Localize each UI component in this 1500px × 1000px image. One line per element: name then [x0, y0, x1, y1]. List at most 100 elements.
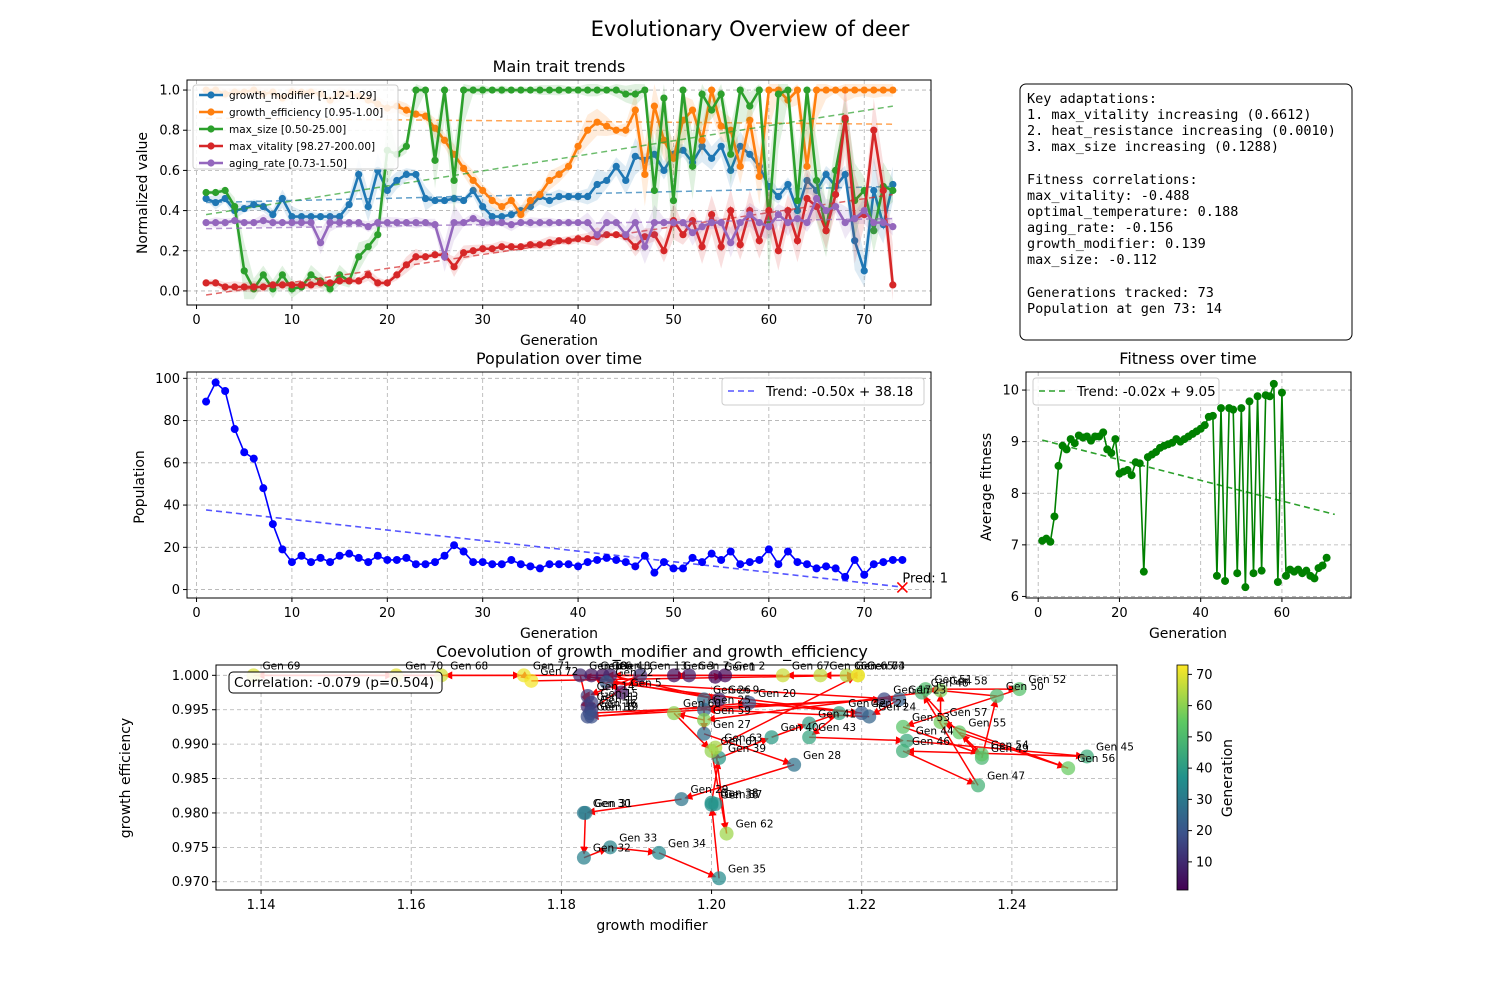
trait-point	[421, 194, 430, 203]
coevolution-point	[764, 730, 779, 745]
trait-xtick-label: 40	[570, 313, 587, 328]
fitness-point	[1233, 569, 1242, 578]
trait-point	[231, 202, 239, 211]
trait-point	[450, 194, 458, 203]
trait-point	[793, 196, 802, 205]
coevolution-point-label: Gen 17	[893, 684, 931, 696]
coevolution-point-label: Gen 50	[1006, 681, 1044, 693]
trait-ytick-label: 0.2	[159, 244, 180, 259]
population-point	[764, 545, 773, 554]
population-point	[564, 560, 573, 569]
trait-trend-line-0	[206, 185, 893, 204]
coevolution-point-label: Gen 67	[792, 660, 830, 672]
trait-point	[889, 223, 897, 231]
trait-point	[240, 283, 248, 291]
info-line: growth_modifier: 0.139	[1027, 236, 1206, 252]
fitness-point	[1245, 397, 1254, 406]
trait-point	[336, 219, 344, 227]
coevolution-arrow	[590, 698, 885, 720]
coev-ytick-label: 1.000	[172, 669, 209, 684]
coevolution-point	[578, 805, 593, 820]
trait-point	[374, 231, 382, 239]
colorbar-gradient	[1176, 664, 1189, 891]
coevolution-point	[667, 668, 682, 683]
trait-point	[574, 192, 582, 201]
trait-point	[650, 186, 658, 195]
info-line: max_size: -0.112	[1027, 252, 1157, 268]
trait-point	[498, 86, 506, 94]
trait-legend-marker	[207, 91, 215, 99]
info-line: 3. max_size increasing (0.1288)	[1027, 139, 1279, 155]
fitness-ytick-label: 10	[1002, 384, 1019, 399]
population-point	[373, 551, 382, 560]
pop-xtick-label: 40	[570, 606, 587, 621]
coevolution-point	[704, 795, 719, 810]
trait-point	[479, 186, 487, 195]
coevolution-point	[802, 716, 817, 731]
colorbar-tick-label: 20	[1196, 824, 1213, 839]
trait-point	[889, 186, 897, 195]
trait-point	[631, 90, 639, 98]
trait-point	[584, 192, 592, 201]
trait-point	[612, 219, 620, 227]
population-point	[440, 551, 449, 560]
coevolution-point-label: Gen 26	[713, 684, 751, 696]
trait-point	[221, 283, 229, 291]
trait-point	[383, 219, 391, 227]
trait-point	[746, 150, 754, 158]
trait-point	[736, 162, 744, 170]
trait-point	[326, 285, 334, 293]
trait-point	[402, 106, 410, 114]
coevolution-point	[603, 840, 618, 855]
trait-ytick-label: 0.8	[159, 124, 180, 139]
coevolution-xlabel: growth modifier	[596, 918, 708, 934]
trait-point	[202, 194, 210, 203]
trait-point	[593, 86, 601, 94]
coevolution-point-label: Gen 12	[600, 695, 638, 707]
trait-point	[708, 106, 716, 114]
trait-legend-label: aging_rate [0.73-1.50]	[229, 158, 347, 170]
trait-point	[545, 86, 554, 94]
trait-point	[622, 126, 630, 134]
coevolution-panel: Coevolution of growth_modifier and growt…	[118, 642, 1134, 934]
trait-point	[669, 154, 678, 162]
info-line: aging_rate: -0.156	[1027, 220, 1173, 236]
trait-legend-marker	[207, 142, 215, 150]
population-xlabel: Generation	[520, 626, 598, 642]
trait-point	[793, 86, 802, 94]
population-point	[612, 555, 621, 564]
fitness-legend-label: Trend: -0.02x + 9.05	[1076, 384, 1216, 400]
coevolution-point-label: Gen 55	[968, 717, 1006, 729]
fitness-point	[1265, 392, 1274, 401]
trait-point	[460, 196, 468, 205]
trait-point	[564, 219, 573, 227]
pop-frame	[186, 371, 932, 599]
trait-point	[517, 210, 525, 219]
trait-point	[717, 90, 725, 98]
coevolution-point	[971, 778, 986, 793]
coevolution-point	[633, 668, 648, 683]
trait-point	[660, 94, 668, 102]
trait-point	[698, 136, 706, 144]
trait-point	[660, 166, 668, 175]
trait-point	[698, 142, 706, 150]
trait-point	[507, 221, 515, 229]
coevolution-point	[719, 826, 734, 841]
coevolution-point-label: Gen 25	[713, 695, 751, 707]
coevolution-point-label: Gen 16	[599, 698, 637, 710]
population-point	[659, 558, 668, 567]
population-point	[526, 562, 535, 571]
trait-point	[402, 170, 410, 179]
population-point	[793, 558, 802, 567]
trait-point	[841, 114, 849, 122]
trait-point	[336, 213, 344, 221]
coevolution-point-label: Gen 28	[803, 750, 841, 762]
trait-point	[870, 126, 878, 134]
coevolution-point-label: Gen 66	[829, 660, 867, 672]
coevolution-point-label: Gen 18	[597, 702, 635, 714]
info-line: Generations tracked: 73	[1027, 285, 1214, 301]
trait-point	[650, 231, 658, 239]
trait-point	[421, 219, 430, 227]
fitness-ytick-label: 6	[1011, 590, 1019, 605]
coevolution-point-label: Gen 24	[878, 702, 916, 714]
